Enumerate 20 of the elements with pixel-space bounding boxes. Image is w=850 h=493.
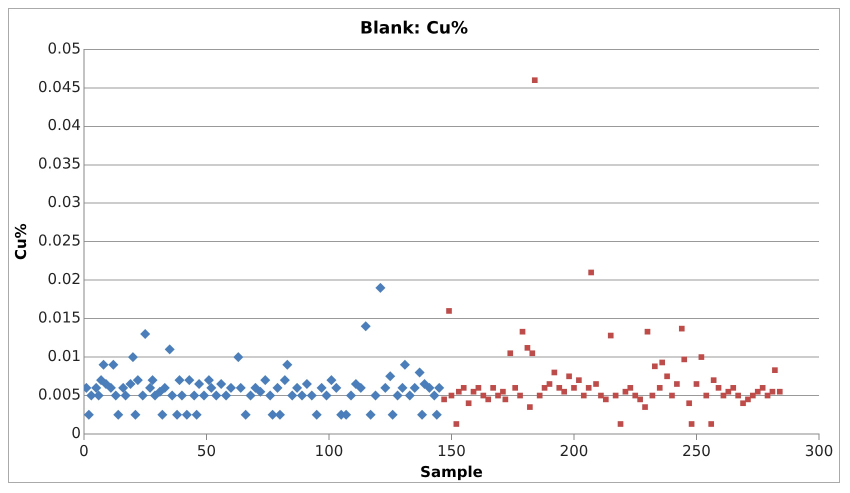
x-axis-title: Sample	[420, 462, 483, 481]
x-tick-label: 300	[804, 442, 834, 460]
y-tick-label: 0.05	[48, 39, 81, 58]
y-tick-label: 0.025	[38, 232, 81, 250]
y-tick-label: 0.035	[38, 154, 81, 173]
y-tick-label: 0.04	[48, 116, 81, 134]
y-tick-label: 0.01	[48, 346, 81, 365]
y-tick-label: 0.005	[38, 385, 81, 404]
x-tick-label: 100	[314, 442, 344, 460]
y-tick-label: 0.02	[48, 270, 81, 288]
y-tick-label: 0.015	[38, 308, 81, 327]
y-tick-label: 0	[71, 424, 81, 442]
x-tick-label: 150	[437, 442, 466, 460]
x-tick-label: 250	[682, 442, 711, 460]
x-tick-label: 50	[196, 442, 216, 460]
y-axis-title: Cu%	[12, 223, 30, 260]
y-tick-label: 0.03	[48, 193, 81, 212]
y-tick-label: 0.045	[38, 78, 81, 96]
chart-title: Blank: Cu%	[360, 18, 468, 39]
x-tick-label: 200	[560, 442, 588, 460]
